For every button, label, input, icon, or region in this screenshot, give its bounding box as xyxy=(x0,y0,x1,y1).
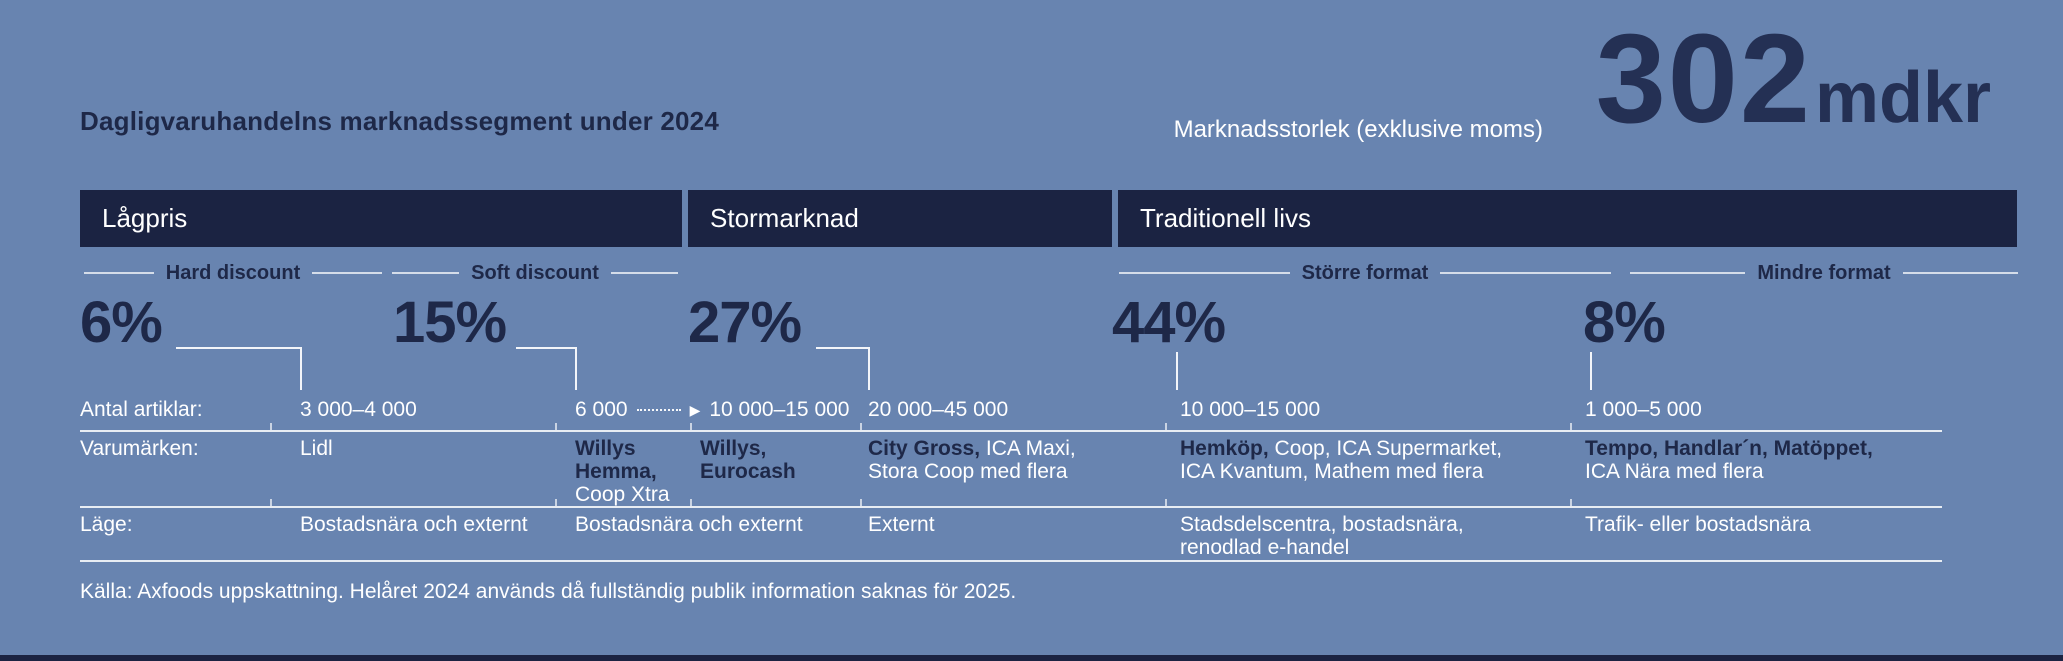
location-stormarknad: Externt xyxy=(868,513,935,536)
brand-text: Coop, ICA Supermarket, ICA Kvantum, Math… xyxy=(1180,437,1503,483)
connector-line xyxy=(300,347,302,390)
brand-highlight: Willys, Eurocash xyxy=(700,437,796,483)
column-tick xyxy=(555,423,557,430)
segment-bar-lagpris: Lågpris xyxy=(80,190,682,247)
antal-hard-discount: 3 000–4 000 xyxy=(300,398,417,421)
bracket-line xyxy=(84,272,154,274)
share-storre-format: 44% xyxy=(1112,290,1226,355)
connector-line xyxy=(516,347,575,349)
antal-mindre-format: 1 000–5 000 xyxy=(1585,398,1702,421)
brands-stormarknad: City Gross, ICA Maxi, Stora Coop med fle… xyxy=(868,437,1118,483)
brands-hard-discount: Lidl xyxy=(300,437,333,460)
antal-storre-format: 10 000–15 000 xyxy=(1180,398,1321,421)
column-tick xyxy=(690,423,692,430)
bracket-mindre-format: Mindre format xyxy=(1630,260,2018,286)
bracket-label: Soft discount xyxy=(471,261,599,284)
brand-text: ICA Maxi, Stora Coop med flera xyxy=(868,437,1076,483)
bracket-line xyxy=(1630,272,1746,274)
antal-soft-discount: 6 000 ▶ 10 000–15 000 xyxy=(575,398,849,421)
connector-line xyxy=(868,347,870,390)
brand-highlight: Willys Hemma, xyxy=(575,437,657,483)
antal-stormarknad: 20 000–45 000 xyxy=(868,398,1009,421)
connector-line xyxy=(1590,352,1592,390)
bottom-edge-strip xyxy=(0,655,2063,661)
row-label-varumarken: Varumärken: xyxy=(80,437,199,460)
location-soft-discount: Bostadsnära och externt xyxy=(575,513,803,536)
share-mindre-format: 8% xyxy=(1583,290,1666,355)
bracket-storre-format: Större format xyxy=(1119,260,1612,286)
bracket-hard-discount: Hard discount xyxy=(84,260,383,286)
table-divider xyxy=(80,506,1942,508)
connector-line xyxy=(575,347,577,390)
share-hard-discount: 6% xyxy=(80,290,163,355)
bracket-label: Hard discount xyxy=(165,261,301,284)
column-tick xyxy=(1165,499,1167,506)
brands-soft-discount-1: Willys Hemma, Coop Xtra xyxy=(575,437,687,506)
column-tick xyxy=(270,499,272,506)
bracket-soft-discount: Soft discount xyxy=(392,260,679,286)
column-tick xyxy=(1570,423,1572,430)
segment-label: Traditionell livs xyxy=(1140,203,1311,233)
antal-soft-from: 6 000 xyxy=(575,398,628,421)
bracket-line xyxy=(1902,272,2018,274)
segment-label: Stormarknad xyxy=(710,203,859,233)
location-mindre-format: Trafik- eller bostadsnära xyxy=(1585,513,1811,536)
row-label-lage: Läge: xyxy=(80,513,133,536)
share-stormarknad: 27% xyxy=(688,290,802,355)
column-tick xyxy=(860,423,862,430)
arrow-right-icon: ▶ xyxy=(689,401,701,418)
bracket-line xyxy=(392,272,460,274)
connector-line xyxy=(176,347,300,349)
bracket-label: Större format xyxy=(1301,261,1429,284)
brands-soft-discount-2: Willys, Eurocash xyxy=(700,437,805,483)
market-size-label: Marknadsstorlek (exklusive moms) xyxy=(1173,116,1543,143)
connector-line xyxy=(1176,352,1178,390)
connector-line xyxy=(816,347,868,349)
antal-soft-to: 10 000–15 000 xyxy=(709,398,850,421)
bracket-line xyxy=(610,272,679,274)
brand-text: Coop Xtra xyxy=(575,483,670,506)
share-soft-discount: 15% xyxy=(393,290,507,355)
market-size-figure: 302 mdkr xyxy=(1596,16,1991,142)
column-tick xyxy=(1165,423,1167,430)
column-tick xyxy=(690,499,692,506)
brands-storre-format: Hemköp, Coop, ICA Supermarket, ICA Kvant… xyxy=(1180,437,1510,483)
market-size-value: 302 xyxy=(1595,8,1812,149)
column-tick xyxy=(1570,499,1572,506)
brand-highlight: Tempo, Handlar´n, Matöppet, xyxy=(1585,437,1873,460)
market-size-unit: mdkr xyxy=(1814,58,1991,138)
column-tick xyxy=(860,499,862,506)
bracket-line xyxy=(1119,272,1290,274)
column-tick xyxy=(555,499,557,506)
location-storre-format: Stadsdelscentra, bostadsnära, renodlad e… xyxy=(1180,513,1464,559)
brand-highlight: City Gross, xyxy=(868,437,981,460)
table-divider xyxy=(80,430,1942,432)
segment-bar-stormarknad: Stormarknad xyxy=(688,190,1112,247)
brands-mindre-format: Tempo, Handlar´n, Matöppet, ICA Nära med… xyxy=(1585,437,1885,483)
brand-text: ICA Nära med flera xyxy=(1585,460,1764,483)
column-tick xyxy=(270,423,272,430)
bracket-label: Mindre format xyxy=(1757,261,1891,284)
page-title: Dagligvaruhandelns marknadssegment under… xyxy=(80,106,719,136)
brand-highlight: Hemköp, xyxy=(1180,437,1269,460)
location-hard-discount: Bostadsnära och externt xyxy=(300,513,528,536)
row-label-antal-artiklar: Antal artiklar: xyxy=(80,398,203,421)
bracket-line xyxy=(1440,272,1612,274)
segment-label: Lågpris xyxy=(102,203,188,233)
dotted-line xyxy=(636,408,681,411)
source-note: Källa: Axfoods uppskattning. Helåret 202… xyxy=(80,580,1017,603)
bracket-line xyxy=(312,272,383,274)
segment-bar-traditionell-livs: Traditionell livs xyxy=(1118,190,2017,247)
table-divider xyxy=(80,560,1942,562)
